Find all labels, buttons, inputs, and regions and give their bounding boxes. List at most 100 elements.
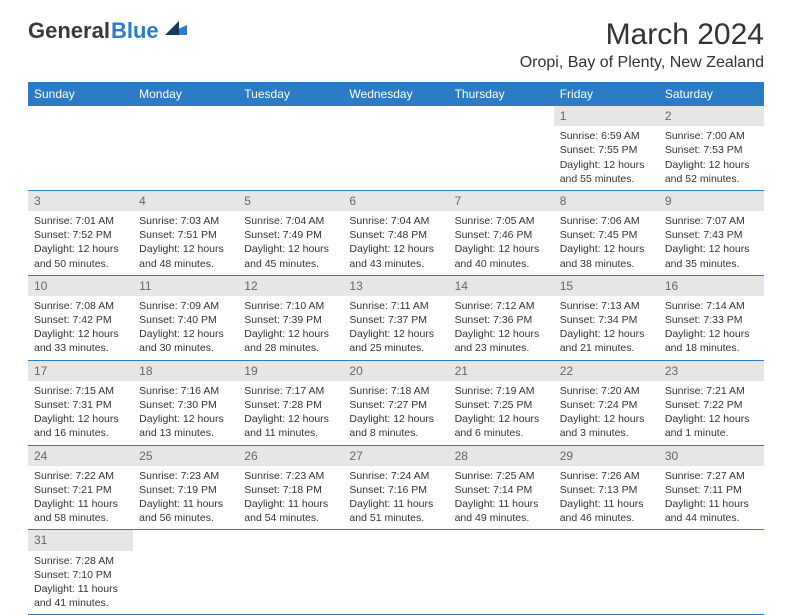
sunset-text: Sunset: 7:22 PM xyxy=(665,398,758,412)
calendar-cell: 9Sunrise: 7:07 AMSunset: 7:43 PMDaylight… xyxy=(659,190,764,275)
sunset-text: Sunset: 7:52 PM xyxy=(34,228,127,242)
day-body: Sunrise: 7:08 AMSunset: 7:42 PMDaylight:… xyxy=(28,296,133,360)
sunset-text: Sunset: 7:49 PM xyxy=(244,228,337,242)
day-body: Sunrise: 7:26 AMSunset: 7:13 PMDaylight:… xyxy=(554,466,659,530)
daylight-text: Daylight: 12 hours xyxy=(244,412,337,426)
day-body: Sunrise: 7:11 AMSunset: 7:37 PMDaylight:… xyxy=(343,296,448,360)
day-body: Sunrise: 7:01 AMSunset: 7:52 PMDaylight:… xyxy=(28,211,133,275)
sunrise-text: Sunrise: 7:07 AM xyxy=(665,214,758,228)
daylight-text: and 16 minutes. xyxy=(34,426,127,440)
daylight-text: Daylight: 12 hours xyxy=(560,327,653,341)
calendar-cell: 2Sunrise: 7:00 AMSunset: 7:53 PMDaylight… xyxy=(659,106,764,190)
calendar-cell: 31Sunrise: 7:28 AMSunset: 7:10 PMDayligh… xyxy=(28,530,133,615)
sunrise-text: Sunrise: 7:16 AM xyxy=(139,384,232,398)
calendar-cell: 26Sunrise: 7:23 AMSunset: 7:18 PMDayligh… xyxy=(238,445,343,530)
calendar-cell xyxy=(554,530,659,615)
sunset-text: Sunset: 7:51 PM xyxy=(139,228,232,242)
day-number: 30 xyxy=(659,446,764,466)
daylight-text: Daylight: 11 hours xyxy=(139,497,232,511)
calendar-cell xyxy=(133,106,238,190)
sunset-text: Sunset: 7:10 PM xyxy=(34,568,127,582)
calendar-cell: 12Sunrise: 7:10 AMSunset: 7:39 PMDayligh… xyxy=(238,275,343,360)
calendar-cell: 18Sunrise: 7:16 AMSunset: 7:30 PMDayligh… xyxy=(133,360,238,445)
day-body: Sunrise: 7:12 AMSunset: 7:36 PMDaylight:… xyxy=(449,296,554,360)
daylight-text: Daylight: 11 hours xyxy=(349,497,442,511)
calendar-cell: 16Sunrise: 7:14 AMSunset: 7:33 PMDayligh… xyxy=(659,275,764,360)
day-body: Sunrise: 7:19 AMSunset: 7:25 PMDaylight:… xyxy=(449,381,554,445)
sunset-text: Sunset: 7:13 PM xyxy=(560,483,653,497)
weekday-header: Sunday xyxy=(28,82,133,106)
calendar-row: 10Sunrise: 7:08 AMSunset: 7:42 PMDayligh… xyxy=(28,275,764,360)
day-number: 4 xyxy=(133,191,238,211)
sunset-text: Sunset: 7:30 PM xyxy=(139,398,232,412)
day-number: 16 xyxy=(659,276,764,296)
day-body: Sunrise: 7:23 AMSunset: 7:19 PMDaylight:… xyxy=(133,466,238,530)
day-number: 24 xyxy=(28,446,133,466)
daylight-text: and 45 minutes. xyxy=(244,257,337,271)
calendar-cell xyxy=(449,106,554,190)
day-number: 20 xyxy=(343,361,448,381)
daylight-text: Daylight: 11 hours xyxy=(34,582,127,596)
sunrise-text: Sunrise: 7:18 AM xyxy=(349,384,442,398)
calendar-cell: 13Sunrise: 7:11 AMSunset: 7:37 PMDayligh… xyxy=(343,275,448,360)
daylight-text: Daylight: 12 hours xyxy=(244,327,337,341)
day-number: 22 xyxy=(554,361,659,381)
calendar-cell: 30 Sunrise: 7:27 AMSunset: 7:11 PMDayligh… xyxy=(659,445,764,530)
sunrise-text: Sunrise: 7:26 AM xyxy=(560,469,653,483)
calendar-cell: 22Sunrise: 7:20 AMSunset: 7:24 PMDayligh… xyxy=(554,360,659,445)
daylight-text: and 23 minutes. xyxy=(455,341,548,355)
sunrise-text: Sunrise: 7:14 AM xyxy=(665,299,758,313)
sunrise-text: Sunrise: 7:13 AM xyxy=(560,299,653,313)
sunrise-text: Sunrise: 7:04 AM xyxy=(349,214,442,228)
sunrise-text: Sunrise: 7:19 AM xyxy=(455,384,548,398)
sunrise-text: Sunrise: 7:00 AM xyxy=(665,129,758,143)
daylight-text: Daylight: 11 hours xyxy=(665,497,758,511)
sunset-text: Sunset: 7:42 PM xyxy=(34,313,127,327)
day-number: 23 xyxy=(659,361,764,381)
weekday-header: Friday xyxy=(554,82,659,106)
sunrise-text: Sunrise: 7:20 AM xyxy=(560,384,653,398)
sunset-text: Sunset: 7:31 PM xyxy=(34,398,127,412)
daylight-text: Daylight: 12 hours xyxy=(34,412,127,426)
calendar-cell: 24Sunrise: 7:22 AMSunset: 7:21 PMDayligh… xyxy=(28,445,133,530)
daylight-text: and 30 minutes. xyxy=(139,341,232,355)
calendar-cell: 15Sunrise: 7:13 AMSunset: 7:34 PMDayligh… xyxy=(554,275,659,360)
sunrise-text: Sunrise: 7:17 AM xyxy=(244,384,337,398)
calendar-cell: 25Sunrise: 7:23 AMSunset: 7:19 PMDayligh… xyxy=(133,445,238,530)
daylight-text: and 3 minutes. xyxy=(560,426,653,440)
sunset-text: Sunset: 7:11 PM xyxy=(665,483,758,497)
calendar-row: 1Sunrise: 6:59 AMSunset: 7:55 PMDaylight… xyxy=(28,106,764,190)
daylight-text: and 40 minutes. xyxy=(455,257,548,271)
daylight-text: Daylight: 12 hours xyxy=(665,158,758,172)
daylight-text: and 35 minutes. xyxy=(665,257,758,271)
sunrise-text: Sunrise: 7:27 AM xyxy=(665,469,758,483)
sunrise-text: Sunrise: 7:28 AM xyxy=(34,554,127,568)
day-number: 5 xyxy=(238,191,343,211)
sunset-text: Sunset: 7:34 PM xyxy=(560,313,653,327)
daylight-text: and 50 minutes. xyxy=(34,257,127,271)
day-body: Sunrise: 7:06 AMSunset: 7:45 PMDaylight:… xyxy=(554,211,659,275)
calendar-cell: 11Sunrise: 7:09 AMSunset: 7:40 PMDayligh… xyxy=(133,275,238,360)
sunset-text: Sunset: 7:28 PM xyxy=(244,398,337,412)
sunset-text: Sunset: 7:43 PM xyxy=(665,228,758,242)
daylight-text: and 6 minutes. xyxy=(455,426,548,440)
sunset-text: Sunset: 7:40 PM xyxy=(139,313,232,327)
day-body: Sunrise: 7:05 AMSunset: 7:46 PMDaylight:… xyxy=(449,211,554,275)
sunset-text: Sunset: 7:16 PM xyxy=(349,483,442,497)
sunrise-text: Sunrise: 6:59 AM xyxy=(560,129,653,143)
sunrise-text: Sunrise: 7:05 AM xyxy=(455,214,548,228)
weekday-header: Saturday xyxy=(659,82,764,106)
calendar-table: Sunday Monday Tuesday Wednesday Thursday… xyxy=(28,82,764,615)
day-body: Sunrise: 7:03 AMSunset: 7:51 PMDaylight:… xyxy=(133,211,238,275)
calendar-cell: 20Sunrise: 7:18 AMSunset: 7:27 PMDayligh… xyxy=(343,360,448,445)
day-number: 19 xyxy=(238,361,343,381)
daylight-text: and 49 minutes. xyxy=(455,511,548,525)
day-number: 7 xyxy=(449,191,554,211)
sunrise-text: Sunrise: 7:12 AM xyxy=(455,299,548,313)
calendar-cell xyxy=(133,530,238,615)
sunset-text: Sunset: 7:36 PM xyxy=(455,313,548,327)
daylight-text: and 25 minutes. xyxy=(349,341,442,355)
sunset-text: Sunset: 7:46 PM xyxy=(455,228,548,242)
day-number: 25 xyxy=(133,446,238,466)
day-number: 28 xyxy=(449,446,554,466)
